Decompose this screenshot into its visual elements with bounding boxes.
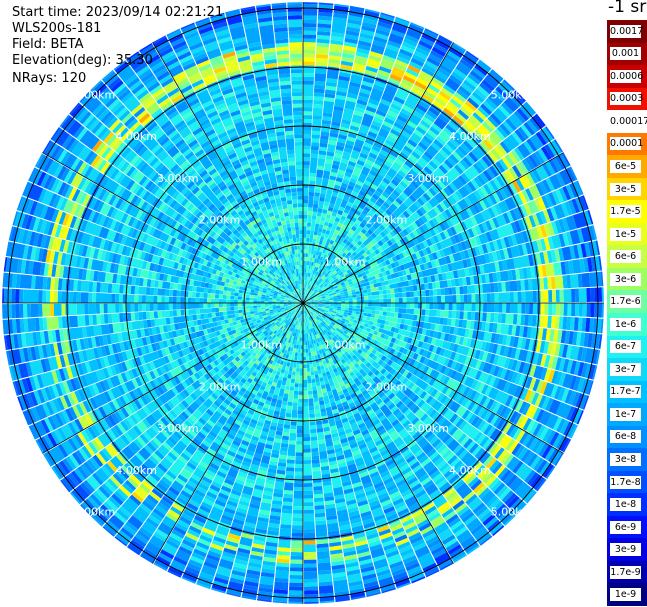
field-text: Field: BETA [12,37,84,52]
colorbar-tick-label: 3e-9 [610,543,641,557]
azimuth-spoke [152,42,304,304]
azimuth-spoke [302,42,454,304]
colorbar-tick-label: 6e-7 [610,340,641,354]
colorbar-swatch: 0.0001 [607,132,647,156]
colorbar-swatch: 1.7e-5 [607,200,647,224]
azimuth-spoke [152,302,304,564]
range-ring-label: 4.00km [115,464,157,477]
ppi-gate-cells [7,2,604,604]
colorbar-tick-label: 0.0017 [610,24,644,38]
colorbar-tick-label: 1.7e-9 [610,565,641,579]
colorbar-swatch: 6e-7 [607,335,647,359]
ppi-gate-cells [20,19,587,587]
range-ring-label: 1.00km [240,255,282,268]
colorbar-tick-label: 0.0003 [610,92,644,106]
colorbar-swatch: 6e-8 [607,425,647,449]
colorbar-tick-label: 1e-7 [610,407,641,421]
colorbar-swatch: 3e-9 [607,538,647,562]
colorbar-swatch: 1.7e-6 [607,290,647,314]
colorbar-swatch: 6e-5 [607,155,647,179]
range-ring-label: 3.00km [157,172,199,185]
colorbar-tick-label: 0.00017 [610,114,647,128]
ppi-plot: 1.00km 1.00km 1.00km 1.00km 2.00km 2.00km 2.00… [2,2,604,604]
colorbar-tick-label: 0.001 [610,47,641,61]
azimuth-spoke [42,152,304,304]
colorbar-tick-label: 3e-6 [610,272,641,286]
colorbar-swatch: 3e-7 [607,358,647,382]
colorbar-swatch: 3e-8 [607,448,647,472]
colorbar-swatch: 0.0003 [607,87,647,111]
colorbar-tick-label: 6e-8 [610,430,641,444]
range-ring-label: 2.00km [366,380,408,393]
start-time-text: Start time: 2023/09/14 02:21:21 [12,5,224,20]
range-ring-label: 1.00km [324,339,366,352]
elevation-text: Elevation(deg): 35.30 [12,53,153,68]
ppi-gate-cells [7,15,604,604]
instrument-name-text: WLS200s-181 [12,21,102,36]
range-ring-label: 2.00km [199,214,241,227]
ppi-gate-cells [20,34,582,578]
azimuth-spoke [302,302,454,564]
colorbar-tick-label: 1e-8 [610,498,641,512]
colorbar-swatch: 1.7e-8 [607,470,647,494]
range-ring-label: 2.00km [199,380,241,393]
colorbar-unit-label: -1 sr [608,0,647,17]
colorbar-tick-label: 3e-5 [610,182,641,196]
colorbar-swatch: 1.7e-9 [607,560,647,584]
colorbar-tick-label: 1e-9 [610,588,641,602]
colorbar-tick-label: 3e-7 [610,362,641,376]
azimuth-spoke [302,152,564,304]
colorbar-tick-label: 3e-8 [610,452,641,466]
range-ring-label: 4.00km [449,464,491,477]
colorbar-swatch: 6e-9 [607,515,647,539]
colorbar-tick-label: 1e-5 [610,227,641,241]
azimuth-spoke [302,302,564,454]
range-ring-label: 3.00km [407,172,449,185]
colorbar-swatch: 1e-7 [607,403,647,427]
colorbar-swatch: 0.0006 [607,65,647,89]
colorbar-swatch: 6e-6 [607,245,647,269]
colorbar-tick-label: 1.7e-7 [610,385,641,399]
colorbar-tick-label: 6e-9 [610,520,641,534]
colorbar-tick-label: 6e-5 [610,159,641,173]
range-ring-label: 5.00km [74,506,116,519]
ppi-grid [2,2,604,604]
colorbar-tick-label: 1e-6 [610,317,641,331]
colorbar-tick-label: 1.7e-6 [610,295,641,309]
colorbar-swatch: 0.001 [607,42,647,66]
colorbar-tick-label: 1.7e-5 [610,205,641,219]
range-ring-label: 3.00km [157,422,199,435]
colorbar-tick-label: 0.0006 [610,69,644,83]
colorbar-swatch: 1.7e-7 [607,380,647,404]
range-ring-label: 4.00km [115,130,157,143]
colorbar-swatch: 3e-6 [607,267,647,291]
colorbar-tick-label: 0.0001 [610,137,644,151]
colorbar-swatch: 1e-5 [607,222,647,246]
colorbar-tick-label: 1.7e-8 [610,475,641,489]
range-ring-label: 5.00km [74,88,116,101]
range-ring-label: 1.00km [324,255,366,268]
range-ring-label: 5.00km [491,506,533,519]
range-ring-label: 5.00km [491,88,533,101]
colorbar-swatch: 1e-9 [607,583,647,607]
nrays-text: NRays: 120 [12,71,87,86]
colorbar-tick-label: 6e-6 [610,250,641,264]
colorbar-swatch: 0.00017 [607,110,647,134]
range-ring-label: 4.00km [449,130,491,143]
colorbar-swatch: 1e-8 [607,493,647,517]
colorbar-swatch: 3e-5 [607,177,647,201]
ppi-range-labels: 1.00km 1.00km 1.00km 1.00km 2.00km 2.00km 2.00… [74,88,533,518]
colorbar-swatch: 0.0017 [607,20,647,44]
colorbar-swatch: 1e-6 [607,313,647,337]
colorbar: 0.0017 0.001 0.0006 0.0003 0.00017 0.0001 6e-5… [607,20,647,607]
range-ring-label: 2.00km [366,214,408,227]
azimuth-spoke [42,302,304,454]
range-ring-label: 3.00km [407,422,449,435]
range-ring-label: 1.00km [240,339,282,352]
